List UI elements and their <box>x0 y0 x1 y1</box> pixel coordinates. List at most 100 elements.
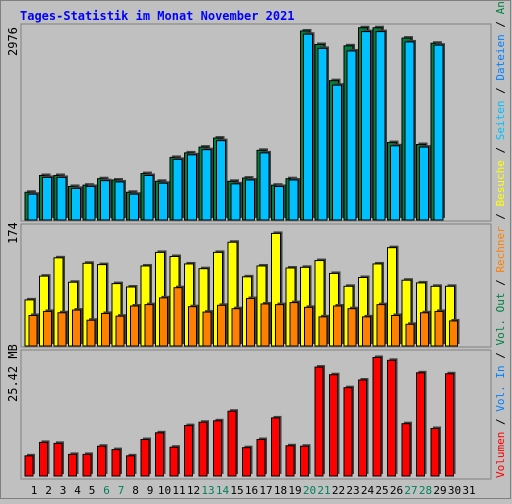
sites-bar-day-17-body <box>260 303 270 347</box>
files-bar-day-15-body <box>230 183 241 221</box>
sites-bar-day-6-body <box>101 312 110 347</box>
files-bar-day-15 <box>230 181 242 221</box>
legend-item-vol-in: Vol. In <box>494 365 507 411</box>
x-axis-labels: 1 2 3 4 5 6 7 8 9 10 11 12 13 14 15 16 17 18 19 20 21 22 23 24 2… <box>31 484 476 497</box>
right-legend: Volumen / Vol. In / Vol. Out / Rechner /… <box>494 0 507 478</box>
volume-bar-day-30-body <box>445 373 454 477</box>
legend-separator: / <box>494 346 507 366</box>
legend-text: Volumen / Vol. In / Vol. Out / Rechner /… <box>494 0 507 478</box>
x-tick-label-day-14: 14 <box>216 484 230 497</box>
files-bar-day-12-body <box>187 154 197 221</box>
sites-bar-day-27-body <box>405 323 415 347</box>
bottom-panel-frame <box>20 349 492 480</box>
sites-bar-day-20-body <box>304 306 313 347</box>
volume-bar-day-9 <box>140 437 151 477</box>
files-bar-day-27-body <box>404 41 415 221</box>
sites-bar-day-7 <box>115 314 126 347</box>
sites-bar-day-19-body <box>289 302 299 347</box>
volume-bar-day-10 <box>155 430 166 477</box>
files-bar-day-9-body <box>143 174 154 221</box>
legend-item-anfragen: Anfragen <box>494 0 507 14</box>
sites-bar-day-4 <box>72 308 83 347</box>
legend-item-besuche: Besuche <box>494 160 507 206</box>
files-bar-day-24-body <box>361 31 371 221</box>
x-tick-label-day-16: 16 <box>245 484 258 497</box>
x-tick-label-day-3: 3 <box>60 484 67 497</box>
legend-separator: / <box>494 273 507 293</box>
volume-bar-day-2 <box>39 440 50 477</box>
files-bar-day-11-body <box>172 158 183 221</box>
legend-item-rechner: Rechner <box>494 226 507 273</box>
sites-bar-day-1 <box>28 313 39 347</box>
files-bar-day-26 <box>390 143 402 221</box>
sites-bar-day-15-body <box>231 308 241 347</box>
volume-bar-day-4 <box>68 452 79 477</box>
files-bar-day-20-body <box>303 33 313 221</box>
volume-bar-day-3-body <box>53 442 63 477</box>
x-tick-label-day-2: 2 <box>45 484 52 497</box>
x-tick-label-day-13: 13 <box>201 484 214 497</box>
middle-panel-frame <box>20 223 492 348</box>
volume-bar-day-29-body <box>430 427 440 477</box>
files-bar-day-4-body <box>71 187 81 221</box>
x-tick-label-day-12: 12 <box>187 484 200 497</box>
x-tick-label-day-10: 10 <box>158 484 171 497</box>
files-bar-day-12 <box>187 152 199 221</box>
sites-bar-day-8 <box>130 303 141 347</box>
sites-bar-day-13 <box>202 310 213 347</box>
volume-bar-day-19-body <box>285 445 295 477</box>
sites-bar-day-30 <box>449 318 460 347</box>
sites-bar-day-7-body <box>115 315 125 347</box>
sites-bar-day-11 <box>173 285 184 347</box>
sites-bar-day-17 <box>260 301 271 347</box>
sites-bar-day-2-body <box>43 310 52 347</box>
volume-bar-day-19 <box>285 443 296 477</box>
sites-bar-day-18-body <box>275 304 284 347</box>
volume-bar-day-23-body <box>343 387 353 477</box>
files-bar-day-4 <box>71 186 83 221</box>
files-bar-day-24 <box>361 29 373 221</box>
files-bar-day-6-body <box>100 180 110 221</box>
volume-bar-day-14-body <box>213 420 222 477</box>
files-bar-day-10 <box>158 181 170 221</box>
volume-bar-day-1-body <box>24 455 34 477</box>
files-bar-day-25 <box>375 29 387 221</box>
volume-bar-day-15-body <box>227 410 237 477</box>
volume-bar-day-6 <box>97 444 108 477</box>
volume-bar-day-25 <box>372 355 383 477</box>
files-bar-day-28-body <box>419 146 429 221</box>
volume-bar-day-7-body <box>111 449 121 477</box>
files-bar-day-14-body <box>216 140 226 221</box>
files-bar-day-13 <box>201 147 213 221</box>
volume-bar-day-26 <box>387 358 398 477</box>
sites-bar-day-29-body <box>434 310 444 347</box>
sites-bar-day-3 <box>57 310 68 347</box>
volume-bar-day-1 <box>24 453 35 477</box>
volume-bar-day-27-body <box>401 423 411 477</box>
sites-bar-day-15 <box>231 306 242 347</box>
sites-bar-day-20 <box>304 305 315 347</box>
x-tick-label-day-26: 26 <box>390 484 403 497</box>
sites-bar-day-13-body <box>202 311 212 347</box>
sites-bar-day-5-body <box>86 319 96 347</box>
sites-bar-day-14 <box>217 303 228 347</box>
x-tick-label-day-7: 7 <box>118 484 125 497</box>
volume-bar-day-13-body <box>198 421 208 477</box>
volume-bar-day-20-body <box>300 445 309 477</box>
files-bar-day-28 <box>419 145 431 221</box>
sites-bar-day-22-body <box>333 305 342 347</box>
bottom-panel-max-label: 25.42 MB <box>6 344 20 402</box>
x-tick-label-day-5: 5 <box>89 484 96 497</box>
files-bar-day-17 <box>259 150 271 221</box>
volume-bar-day-11 <box>169 445 180 477</box>
volume-bar-day-14 <box>213 418 224 477</box>
files-bar-day-8 <box>129 192 141 221</box>
files-bar-day-21 <box>317 46 329 221</box>
volume-bar-day-2-body <box>39 441 48 477</box>
sites-bar-day-19 <box>289 300 300 347</box>
files-bar-day-10-body <box>158 182 168 221</box>
x-tick-label-day-11: 11 <box>172 484 185 497</box>
files-bar-day-5 <box>85 184 97 221</box>
files-bar-day-23 <box>346 48 358 221</box>
